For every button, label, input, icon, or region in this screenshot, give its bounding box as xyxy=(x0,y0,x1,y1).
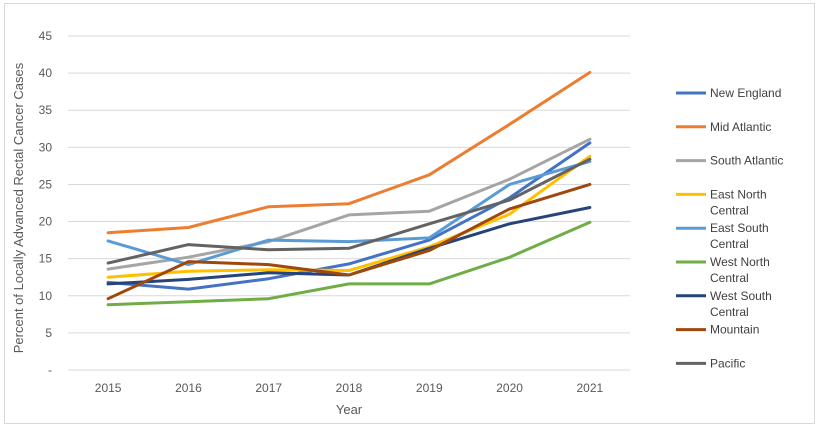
series-line-east-north-central xyxy=(106,154,592,279)
legend-label-west-north-central: West North Central xyxy=(710,255,770,285)
x-tick-label: 2019 xyxy=(416,381,443,395)
y-tick-label: 45 xyxy=(39,29,53,43)
x-tick-label: 2021 xyxy=(577,381,604,395)
legend-label-new-england: New England xyxy=(710,86,781,100)
y-tick-label: 25 xyxy=(39,177,53,191)
series-line-mountain xyxy=(106,182,592,301)
y-tick-label: - xyxy=(48,363,52,377)
legend-label-south-atlantic: South Atlantic xyxy=(710,154,783,168)
legend-label-mountain: Mountain xyxy=(710,323,759,337)
legend-label-east-north-central: East North Central xyxy=(710,187,767,217)
x-axis-title: Year xyxy=(336,402,363,417)
x-tick-label: 2020 xyxy=(496,381,523,395)
legend-label-east-south-central: East South Central xyxy=(710,221,769,251)
gridlines xyxy=(68,35,630,371)
y-tick-label: 15 xyxy=(39,252,53,266)
series-line-mid-atlantic xyxy=(106,70,592,235)
series-lines xyxy=(106,70,592,307)
legend-label-west-south-central: West South Central xyxy=(710,289,772,319)
x-tick-label: 2017 xyxy=(255,381,282,395)
y-tick-label: 10 xyxy=(39,289,53,303)
y-axis-ticks: - 5 10 15 20 25 30 35 40 45 xyxy=(39,29,53,377)
y-tick-label: 30 xyxy=(39,140,53,154)
y-tick-label: 5 xyxy=(45,326,52,340)
x-tick-label: 2015 xyxy=(95,381,122,395)
y-axis-title: Percent of Locally Advanced Rectal Cance… xyxy=(11,62,26,353)
x-tick-label: 2016 xyxy=(175,381,202,395)
y-tick-label: 40 xyxy=(39,66,53,80)
series-line-pacific xyxy=(106,157,592,265)
legend-label-mid-atlantic: Mid Atlantic xyxy=(710,120,771,134)
x-tick-label: 2018 xyxy=(336,381,363,395)
legend: New England Mid Atlantic South Atlantic Eas… xyxy=(676,86,783,370)
series-line-south-atlantic xyxy=(106,137,592,271)
series-line-new-england xyxy=(106,141,592,291)
series-line-east-south-central xyxy=(106,159,592,267)
legend-label-pacific: Pacific xyxy=(710,356,745,370)
y-tick-label: 35 xyxy=(39,103,53,117)
series-line-west-north-central xyxy=(106,220,592,307)
x-axis-ticks: 2015 2016 2017 2018 2019 2020 2021 xyxy=(95,381,604,395)
y-tick-label: 20 xyxy=(39,215,53,229)
